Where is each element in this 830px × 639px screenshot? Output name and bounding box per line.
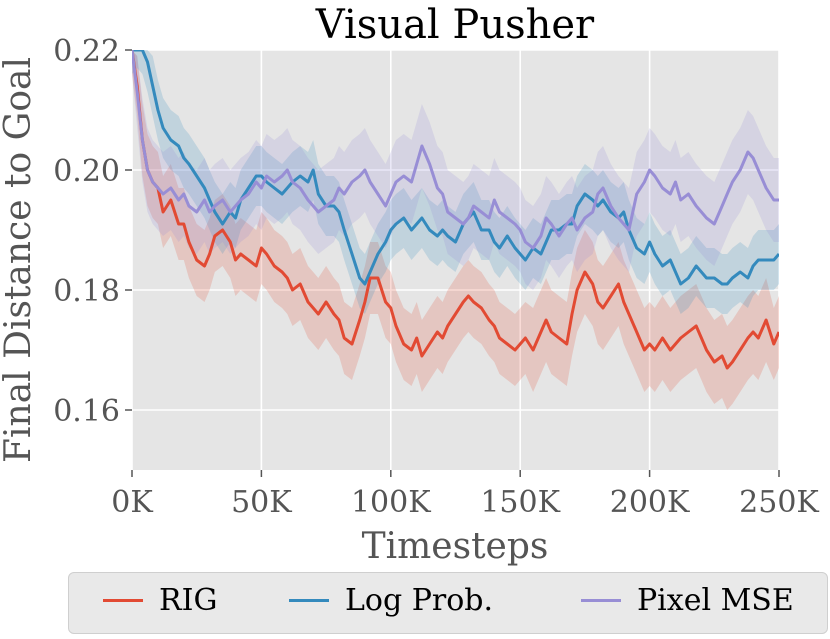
- x-tick-label: 50K: [231, 485, 292, 520]
- legend-swatch-log-prob: [289, 599, 329, 602]
- band-2: [132, 50, 779, 290]
- band-1: [132, 50, 779, 314]
- band-0: [132, 50, 779, 410]
- legend-swatch-pixel-mse: [581, 599, 621, 602]
- series-line-0: [132, 50, 779, 370]
- x-tick-label: 0K: [111, 485, 153, 520]
- legend-label-pixel-mse: Pixel MSE: [637, 583, 794, 618]
- legend-item-log-prob: Log Prob.: [289, 583, 493, 618]
- x-tick-label: 150K: [480, 485, 560, 520]
- grid-lines: [131, 49, 780, 470]
- y-axis-ticks: 0.16 0.18 0.20 0.22: [53, 34, 132, 429]
- x-tick-label: 100K: [351, 485, 431, 520]
- chart-title: Visual Pusher: [315, 2, 595, 48]
- series-line-2: [132, 50, 779, 250]
- legend-label-log-prob: Log Prob.: [345, 583, 494, 618]
- legend-swatch-rig: [103, 599, 143, 602]
- legend-item-pixel-mse: Pixel MSE: [581, 583, 794, 618]
- series-line-1: [132, 50, 779, 286]
- y-tick-label: 0.18: [53, 274, 120, 309]
- y-axis-label: Final Distance to Goal: [0, 57, 39, 463]
- x-tick-label: 200K: [610, 485, 690, 520]
- x-axis-ticks: 0K 50K 100K 150K 200K 250K: [111, 470, 819, 520]
- legend: RIG Log Prob. Pixel MSE: [68, 572, 828, 634]
- x-tick-label: 250K: [739, 485, 819, 520]
- y-tick-label: 0.20: [53, 154, 120, 189]
- y-tick-label: 0.22: [53, 34, 120, 69]
- legend-item-rig: RIG: [103, 583, 217, 618]
- series-lines: [132, 50, 779, 370]
- x-axis-label: Timesteps: [362, 526, 549, 567]
- y-tick-label: 0.16: [53, 394, 120, 429]
- confidence-bands: [132, 50, 779, 410]
- legend-label-rig: RIG: [159, 583, 218, 618]
- chart: Visual Pusher 0K 50K 100K 150K 200K 250K 0.16…: [0, 2, 819, 567]
